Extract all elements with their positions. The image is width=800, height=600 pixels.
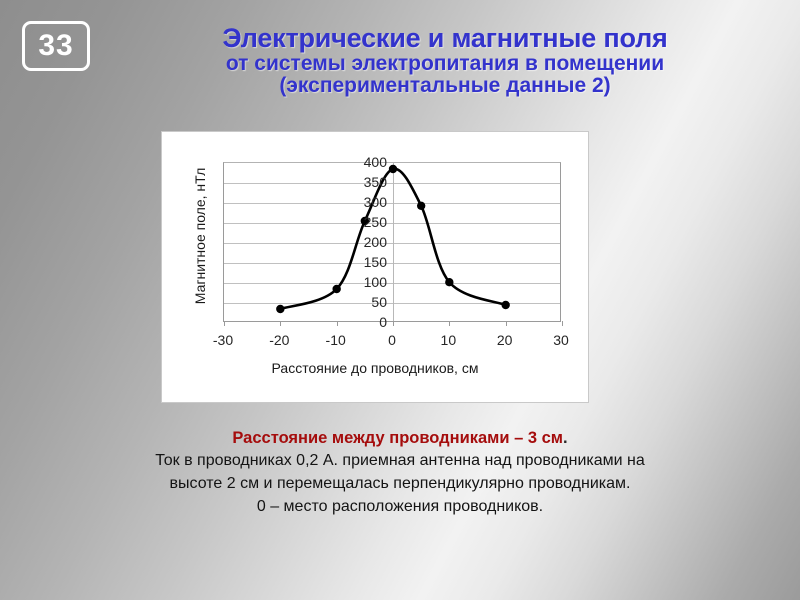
y-tick-label: 50 xyxy=(371,294,387,310)
data-point-marker xyxy=(388,164,398,174)
chart-y-axis-title: Магнитное поле, нТл xyxy=(192,167,208,305)
caption-line-4: 0 – место расположения проводников. xyxy=(256,497,544,515)
x-tick-mark xyxy=(562,321,563,326)
x-tick-mark xyxy=(449,321,451,326)
chart-x-axis-title: Расстояние до проводников, см xyxy=(271,360,479,376)
data-point-marker xyxy=(501,300,510,310)
y-tick-label: 300 xyxy=(363,194,387,210)
chart-data-markers xyxy=(276,164,510,314)
x-tick-label: 0 xyxy=(388,332,396,348)
data-point-marker xyxy=(445,278,454,287)
y-tick-label: 200 xyxy=(363,234,387,250)
caption-line-3: высоте 2 см и перемещалась перпендикуляр… xyxy=(169,475,631,493)
chart-series-line xyxy=(276,164,510,314)
gridline xyxy=(224,203,560,204)
x-tick-mark xyxy=(505,321,507,326)
slide-number-text: 33 xyxy=(38,29,74,62)
x-tick-mark xyxy=(280,321,282,326)
x-tick-mark xyxy=(224,321,225,326)
data-point-marker xyxy=(416,201,426,210)
x-tick-label: 20 xyxy=(496,332,513,348)
data-point-marker xyxy=(360,216,370,226)
y-tick-label: 350 xyxy=(363,174,387,190)
data-point-marker xyxy=(332,284,341,294)
gridline xyxy=(224,223,560,224)
chart-line-path xyxy=(279,167,507,311)
caption-highlight-tail: . xyxy=(563,429,568,447)
gridline xyxy=(224,283,560,284)
x-tick-mark xyxy=(336,321,338,326)
title-line-1: Электрические и магнитные поля xyxy=(222,23,668,53)
caption-line-2: Ток в проводниках 0,2 А. приемная антенн… xyxy=(155,452,645,470)
chart-value-axis-line xyxy=(393,163,394,321)
y-tick-label: 250 xyxy=(363,214,387,230)
gridline xyxy=(224,303,560,304)
y-tick-label: 400 xyxy=(363,154,387,170)
x-tick-label: 10 xyxy=(440,332,457,348)
title-line-2: от системы электропитания в помещении xyxy=(225,51,665,75)
x-tick-label: -10 xyxy=(325,332,346,348)
y-tick-label: 0 xyxy=(379,314,387,330)
y-tick-label: 150 xyxy=(363,254,387,270)
x-tick-label: 30 xyxy=(553,332,569,348)
caption-highlight-text: Расстояние между проводниками – 3 см xyxy=(232,429,563,447)
gridline xyxy=(224,183,560,184)
slide-number-badge: 33 xyxy=(22,21,90,71)
gridline xyxy=(224,243,560,244)
caption-block: Расстояние между проводниками – 3 см. То… xyxy=(55,427,745,519)
y-tick-label: 100 xyxy=(363,274,387,290)
gridline xyxy=(224,263,560,264)
chart-panel: Магнитное поле, нТл 0 50 100 150 200 250 300 35… xyxy=(161,131,589,403)
title-line-3: (экспериментальные данные 2) xyxy=(279,73,611,97)
x-tick-mark xyxy=(393,321,394,326)
chart-plot-area xyxy=(223,162,563,326)
x-tick-label: -30 xyxy=(212,332,234,348)
data-point-marker xyxy=(276,304,285,314)
page-title: Электрические и магнитные поля от систем… xyxy=(100,24,790,97)
caption-highlight: Расстояние между проводниками – 3 см. xyxy=(55,427,745,450)
x-tick-label: -20 xyxy=(269,332,290,348)
